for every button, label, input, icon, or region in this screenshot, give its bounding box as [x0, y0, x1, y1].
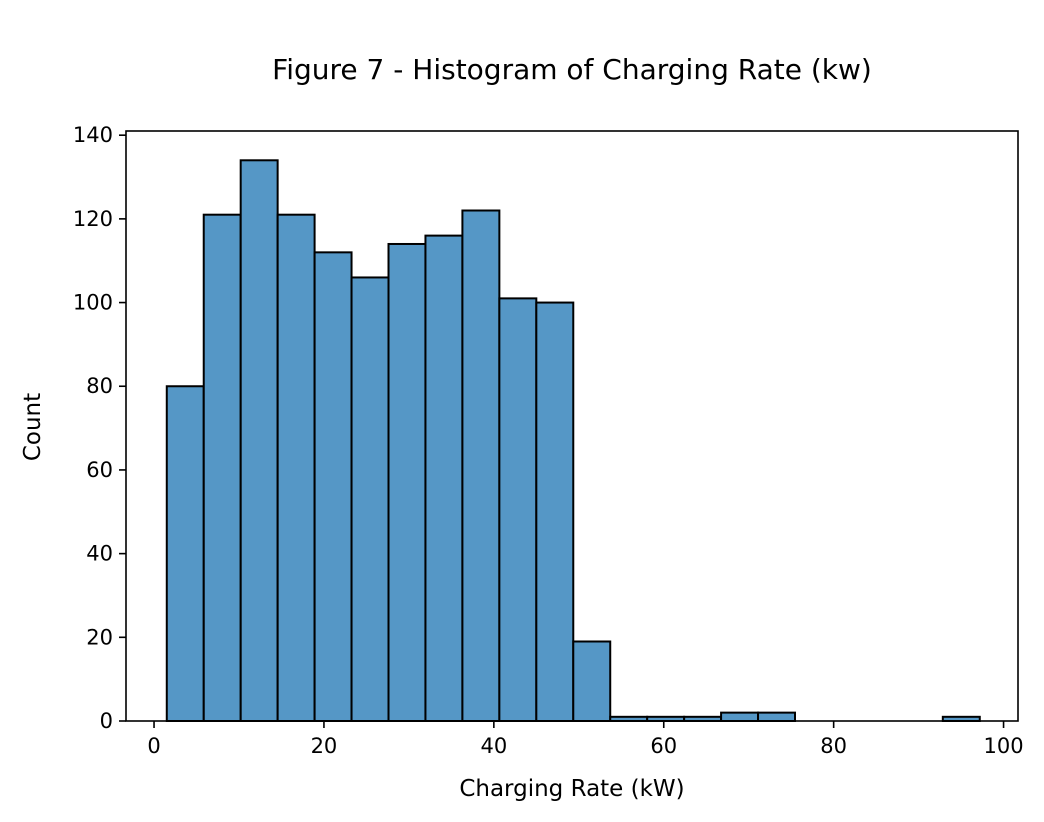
x-tick-label-60: 60 — [650, 734, 677, 758]
histogram-bar-7 — [424, 234, 464, 722]
histogram-bar-8 — [461, 209, 501, 722]
x-tick-label-100: 100 — [984, 734, 1024, 758]
y-tick-label-0: 0 — [100, 709, 113, 733]
histogram-bar-5 — [350, 276, 390, 722]
y-tick-label-40: 40 — [86, 542, 113, 566]
y-tick-label-80: 80 — [86, 374, 113, 398]
histogram-bar-6 — [387, 242, 427, 722]
y-axis-label: Count — [20, 393, 46, 461]
x-axis-label: Charging Rate (kW) — [459, 776, 684, 802]
y-tick-label-60: 60 — [86, 458, 113, 482]
y-tick-label-140: 140 — [73, 123, 113, 147]
y-tick-label-120: 120 — [73, 207, 113, 231]
y-tick-label-20: 20 — [86, 625, 113, 649]
x-tick-label-40: 40 — [480, 734, 507, 758]
histogram-bar-9 — [498, 297, 538, 722]
histogram-bar-16 — [757, 711, 796, 723]
histogram-bar-4 — [313, 251, 353, 723]
histogram-bar-0 — [165, 385, 205, 722]
y-axis: 0 20 40 60 80 100 120 140 — [73, 123, 126, 733]
histogram-bar-11 — [572, 640, 612, 723]
x-tick-label-20: 20 — [311, 734, 338, 758]
y-tick-label-100: 100 — [73, 291, 113, 315]
histogram-bar-1 — [202, 213, 242, 722]
bars-group — [165, 159, 981, 723]
chart-title: Figure 7 - Histogram of Charging Rate (k… — [272, 53, 872, 86]
x-tick-label-80: 80 — [820, 734, 847, 758]
histogram-bar-2 — [239, 159, 279, 723]
x-axis: 0 20 40 60 80 100 — [147, 721, 1024, 758]
histogram-bar-3 — [276, 213, 316, 722]
histogram-bar-15 — [720, 711, 760, 723]
histogram-bar-10 — [535, 301, 575, 722]
x-tick-label-0: 0 — [147, 734, 160, 758]
plot-frame — [125, 130, 1019, 722]
